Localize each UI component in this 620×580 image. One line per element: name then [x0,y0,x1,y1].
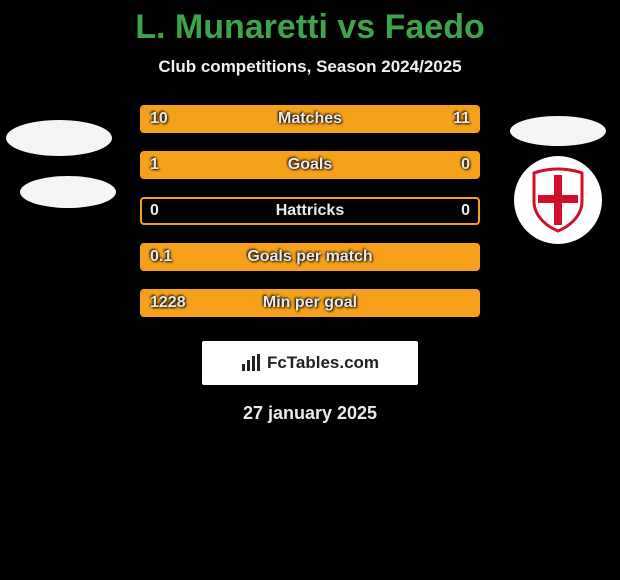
stat-row: 1228Min per goal [140,289,480,317]
bars-icon [241,354,261,372]
stat-label: Goals [140,151,480,179]
stat-row: 10Goals [140,151,480,179]
stat-row: 00Hattricks [140,197,480,225]
brand-label: FcTables.com [267,353,379,373]
snapshot-date: 27 january 2025 [0,403,620,424]
comparison-title: L. Munaretti vs Faedo [0,0,620,47]
brand-box[interactable]: FcTables.com [202,341,418,385]
comparison-subtitle: Club competitions, Season 2024/2025 [0,57,620,77]
stat-label: Goals per match [140,243,480,271]
stat-label: Min per goal [140,289,480,317]
stats-list: 1011Matches 10Goals 00Hattricks 0.1Goals pe… [0,105,620,317]
stat-label: Matches [140,105,480,133]
stat-row: 1011Matches [140,105,480,133]
stat-row: 0.1Goals per match [140,243,480,271]
stat-label: Hattricks [140,197,480,225]
